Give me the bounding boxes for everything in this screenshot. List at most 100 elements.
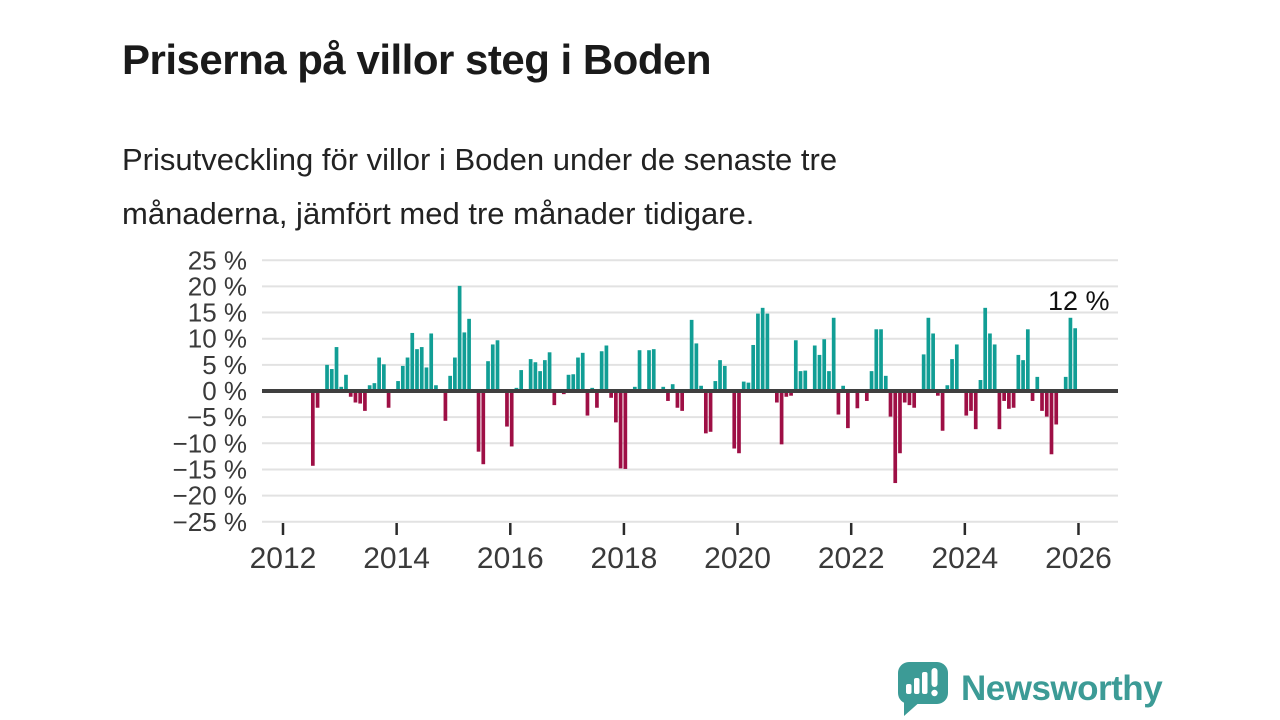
bar-2012-12 (334, 347, 339, 391)
bar-2020-03 (746, 382, 751, 391)
bar-2021-10 (836, 391, 841, 415)
bar-2021-03 (803, 370, 808, 391)
bar-2022-06 (874, 329, 879, 391)
bar-2021-08 (827, 371, 831, 391)
bar-2022-07 (879, 329, 883, 391)
y-axis-label: 0 % (202, 376, 247, 406)
bar-2025-11 (1068, 317, 1073, 391)
bar-2018-03 (632, 386, 637, 391)
bar-2020-05 (756, 313, 760, 391)
bar-2017-12 (618, 391, 623, 469)
bar-2019-09 (718, 360, 722, 391)
bar-2020-11 (784, 391, 789, 397)
bar-2019-01 (680, 391, 685, 411)
bar-2017-01 (566, 374, 571, 391)
bar-2012-07 (310, 391, 315, 466)
bar-2022-05 (869, 371, 874, 391)
bar-2016-08 (543, 360, 547, 391)
bar-2024-01 (964, 391, 969, 416)
bar-2014-06 (419, 347, 424, 391)
bar-2021-05 (812, 345, 817, 391)
bar-2025-10 (1063, 376, 1068, 391)
logo-exclamation-dot (931, 689, 938, 697)
bar-2023-05 (926, 317, 931, 391)
bar-2023-01 (907, 391, 912, 406)
y-axis-label: 25 % (188, 245, 247, 275)
bar-2016-07 (538, 371, 542, 391)
bar-2013-02 (344, 374, 348, 391)
bar-2017-10 (609, 391, 613, 398)
bar-2015-03 (462, 332, 467, 391)
bar-2013-11 (386, 391, 391, 408)
bar-2025-01 (1021, 360, 1025, 391)
bar-2024-04 (978, 380, 983, 391)
y-axis-label: −20 % (173, 481, 247, 511)
x-axis-label: 2026 (1045, 542, 1112, 575)
bar-2023-06 (931, 333, 935, 391)
bar-2023-10 (950, 359, 954, 391)
bar-2025-04 (1035, 376, 1040, 391)
page-title: Priserna på villor steg i Boden (122, 36, 712, 84)
bar-2016-10 (552, 391, 557, 406)
bar-2024-11 (1011, 391, 1016, 408)
bar-2019-08 (713, 381, 718, 391)
bar-2024-02 (969, 391, 973, 411)
logo-bubble-tail (904, 698, 922, 716)
bar-2019-12 (732, 391, 737, 449)
bar-2025-06 (1044, 391, 1049, 417)
bar-2013-09 (377, 357, 381, 391)
newsworthy-logo: Newsworthy (896, 660, 1163, 718)
bar-2015-02 (457, 285, 462, 391)
x-axis-label: 2016 (477, 542, 544, 575)
bar-2017-11 (614, 391, 618, 423)
bar-2022-12 (902, 391, 907, 403)
bar-2016-09 (547, 352, 552, 391)
bar-2025-12 (1073, 328, 1078, 391)
x-axis-label: 2012 (250, 542, 317, 575)
y-axis-label: −5 % (187, 402, 247, 432)
bar-2021-01 (793, 340, 798, 391)
y-axis-label: 20 % (188, 271, 247, 301)
bar-2015-10 (495, 340, 500, 391)
bar-2018-11 (670, 384, 675, 391)
bar-2018-04 (637, 350, 642, 391)
bar-2013-05 (358, 391, 363, 404)
bar-2023-11 (954, 344, 959, 391)
bar-2014-04 (410, 332, 415, 391)
bar-2019-07 (708, 391, 713, 432)
y-axis-label: −15 % (173, 454, 247, 484)
bar-2020-07 (765, 313, 770, 391)
bar-2021-06 (817, 354, 822, 391)
bar-2025-07 (1049, 391, 1054, 455)
bar-2024-05 (983, 307, 988, 391)
bar-2025-02 (1025, 329, 1030, 391)
bar-2019-10 (722, 365, 727, 391)
bar-2018-06 (647, 350, 651, 391)
latest-value-annotation: 12 % (1048, 286, 1110, 316)
bar-2017-07 (595, 391, 599, 408)
bar-2017-08 (599, 351, 604, 391)
y-axis-label: 10 % (188, 324, 247, 354)
bar-2014-05 (415, 349, 419, 391)
bar-2018-01 (623, 391, 628, 469)
bar-2014-01 (396, 381, 400, 391)
bar-2017-09 (604, 345, 609, 391)
bar-2013-06 (363, 391, 367, 411)
bar-2023-07 (936, 391, 940, 396)
bar-2019-05 (699, 385, 703, 391)
newsworthy-logo-icon (898, 662, 948, 716)
bar-2025-03 (1030, 391, 1035, 401)
bar-2015-08 (486, 361, 490, 391)
logo-bar-small (906, 684, 912, 694)
bar-2017-03 (576, 357, 580, 391)
bar-2013-08 (372, 383, 377, 391)
bar-2022-02 (855, 391, 860, 409)
logo-bar-tall (922, 672, 928, 694)
x-axis-label: 2020 (704, 542, 771, 575)
bar-2024-07 (992, 344, 997, 391)
bar-2022-11 (898, 391, 902, 454)
bar-2024-03 (973, 391, 978, 430)
bar-2022-08 (883, 375, 888, 391)
